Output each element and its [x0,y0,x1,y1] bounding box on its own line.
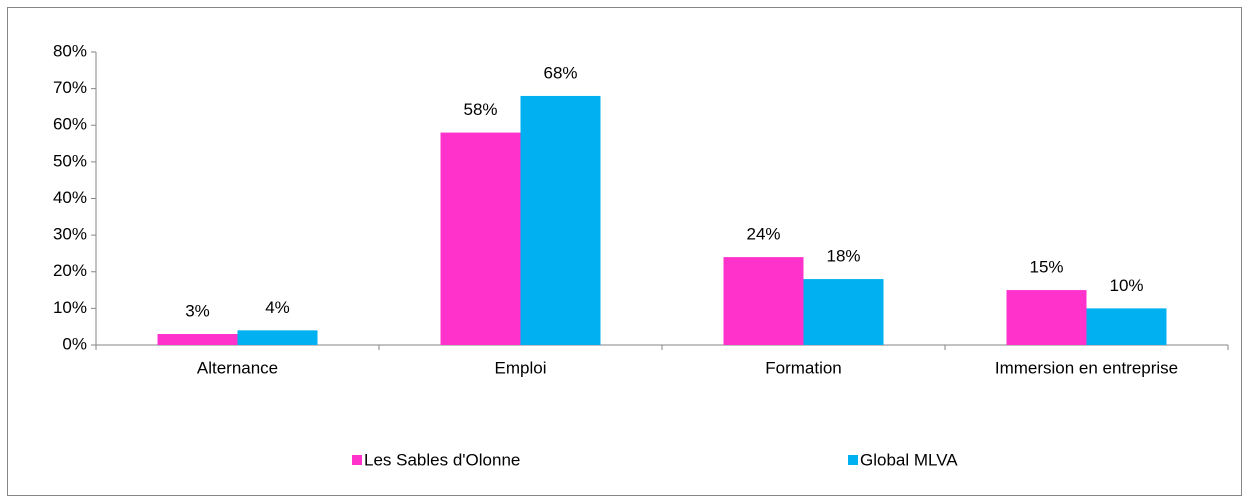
bar [1006,290,1087,345]
x-tick-label: Immersion en entreprise [995,358,1178,377]
bar [520,95,601,345]
y-tick-label: 20% [53,261,87,280]
value-label: 58% [463,100,497,119]
value-label: 3% [185,301,210,320]
y-tick-label: 30% [53,225,87,244]
value-label: 15% [1029,258,1063,277]
bar [157,334,238,345]
bar [803,279,884,345]
y-tick-label: 0% [62,334,87,353]
y-tick-label: 40% [53,188,87,207]
legend-label: Les Sables d'Olonne [364,450,520,469]
bar [723,257,804,345]
legend-label: Global MLVA [860,450,958,469]
y-tick-label: 10% [53,298,87,317]
bar [440,132,521,345]
legend-swatch [352,455,362,465]
value-label: 10% [1109,276,1143,295]
x-tick-label: Formation [765,358,842,377]
value-label: 18% [826,247,860,266]
x-tick-label: Emploi [495,358,547,377]
value-label: 68% [543,63,577,82]
legend-swatch [848,455,858,465]
x-tick-label: Alternance [197,358,278,377]
bar [237,330,318,345]
bar [1086,308,1167,345]
value-label: 4% [265,298,290,317]
y-tick-label: 60% [53,115,87,134]
y-tick-label: 80% [53,41,87,60]
y-tick-label: 70% [53,78,87,97]
value-label: 24% [746,225,780,244]
y-tick-label: 50% [53,151,87,170]
chart-border [7,7,1242,496]
